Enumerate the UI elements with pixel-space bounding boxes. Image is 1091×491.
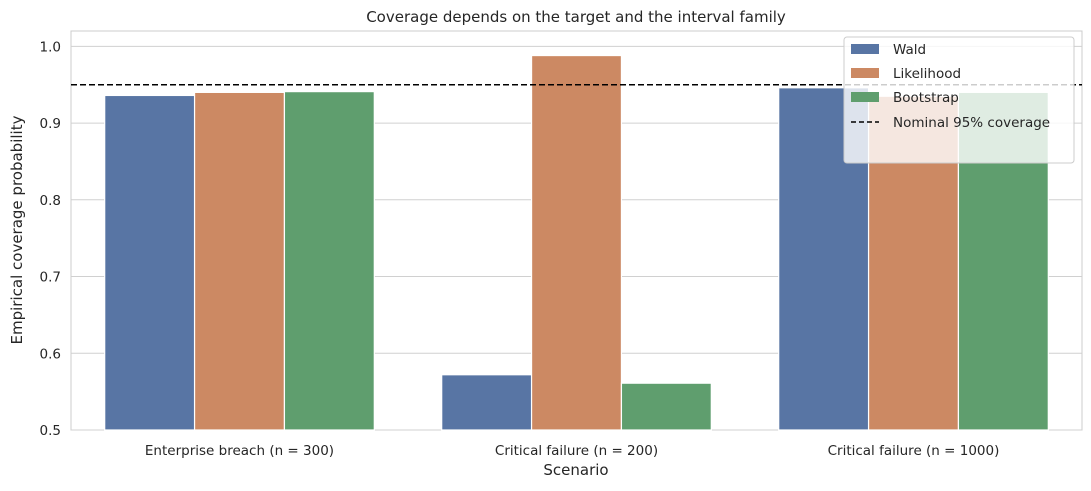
bar-wald-1: [441, 374, 533, 431]
legend-label-likelihood: Likelihood: [893, 66, 961, 82]
legend-label-bootstrap: Bootstrap: [893, 90, 959, 106]
legend-swatch-bootstrap: [851, 92, 879, 102]
y-tick-label: 0.6: [40, 346, 61, 362]
y-tick-label: 0.5: [40, 423, 61, 439]
bar-bootstrap-1: [620, 382, 712, 431]
chart-title: Coverage depends on the target and the i…: [366, 8, 786, 26]
legend-label-wald: Wald: [893, 42, 926, 58]
bars: [104, 54, 1049, 431]
y-tick-label: 0.7: [40, 270, 61, 286]
bar-likelihood-0: [193, 91, 286, 431]
legend: Wald Likelihood Bootstrap Nominal 95% co…: [843, 36, 1075, 164]
legend-swatch-wald: [851, 44, 879, 54]
x-tick-label: Critical failure (n = 1000): [828, 443, 1000, 459]
legend-label-nominal: Nominal 95% coverage: [893, 115, 1050, 131]
x-tick-label: Critical failure (n = 200): [495, 443, 658, 459]
legend-swatch-likelihood: [851, 68, 879, 78]
y-tick-label: 1.0: [40, 39, 61, 55]
bar-likelihood-1: [530, 54, 623, 431]
x-axis-title: Scenario: [543, 461, 608, 479]
x-tick-labels: Enterprise breach (n = 300) Critical fail…: [145, 443, 999, 459]
y-tick-label: 0.8: [40, 193, 61, 209]
y-tick-label: 0.9: [40, 116, 61, 132]
bar-wald-0: [104, 94, 196, 431]
legend-box: [843, 36, 1075, 164]
y-tick-labels: 0.5 0.6 0.7 0.8 0.9 1.0: [40, 39, 61, 439]
bar-bootstrap-0: [283, 91, 375, 431]
y-axis-title: Empirical coverage probability: [8, 115, 26, 344]
x-tick-label: Enterprise breach (n = 300): [145, 443, 334, 459]
